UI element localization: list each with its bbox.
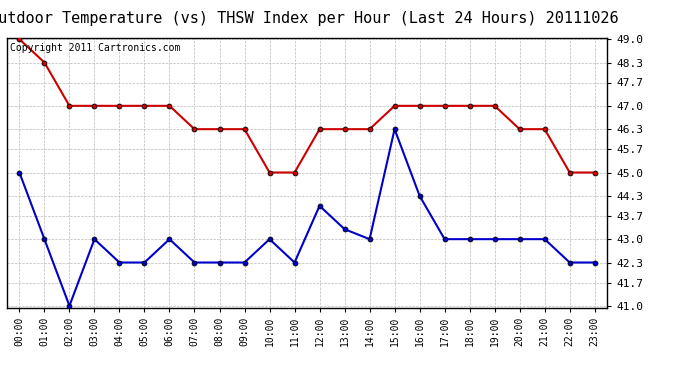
Text: Outdoor Temperature (vs) THSW Index per Hour (Last 24 Hours) 20111026: Outdoor Temperature (vs) THSW Index per … [0,11,618,26]
Text: Copyright 2011 Cartronics.com: Copyright 2011 Cartronics.com [10,43,180,53]
